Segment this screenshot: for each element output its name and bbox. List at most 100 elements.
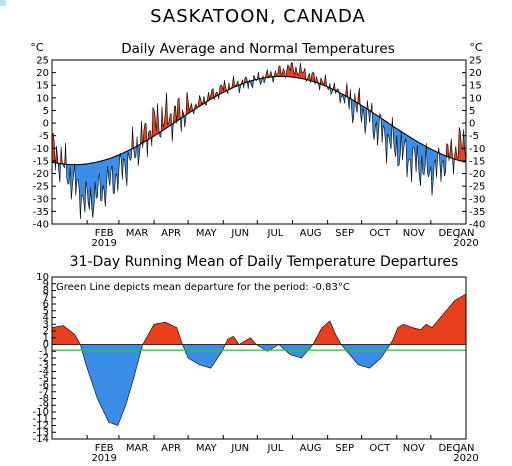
above-normal-fill-75 (320, 74, 328, 87)
top-month-label: FEB (95, 228, 114, 239)
above-normal-fill-23 (152, 103, 160, 138)
bottom-month-label: AUG (300, 443, 322, 454)
bottom-month-label: MAY (196, 443, 218, 454)
top-month-label: DEC (438, 228, 459, 239)
observed-temperature-line (51, 61, 467, 220)
below-normal-fill-58 (259, 78, 263, 85)
top-plot-frame (51, 59, 467, 225)
above-normal-fill-51 (244, 77, 248, 84)
bottom-y-tick-label: -8 (39, 394, 49, 405)
bottom-y-tick-label: -6 (39, 380, 49, 391)
running-mean-line (51, 293, 467, 426)
top-y-tick-label: -25 (33, 182, 49, 193)
positive-departure-fill-7 (239, 337, 257, 345)
top-month-label: AUG (300, 228, 322, 239)
bottom-y-tick-label: 0 (43, 340, 49, 351)
top-y-tick-label: 15 (36, 81, 49, 92)
bottom-month-label: JUL (267, 443, 284, 454)
bottom-month-label: JUN (230, 443, 249, 454)
bottom-chart-title: 31-Day Running Mean of Daily Temperature… (70, 254, 459, 270)
below-normal-fill-100 (401, 131, 427, 186)
bottom-month-label: OCT (369, 443, 391, 454)
bottom-y-tick-label: -14 (33, 434, 49, 445)
below-normal-fill-54 (250, 80, 254, 88)
below-normal-fill-98 (392, 126, 402, 166)
top-y-tick-label: 20 (36, 68, 49, 79)
figure-title: SASKATOON, CANADA (150, 6, 366, 27)
positive-departure-fill-1 (52, 325, 81, 345)
bottom-month-label: APR (161, 443, 181, 454)
bottom-y-tick-label: -1 (39, 346, 49, 357)
top-y-tick-label: -20 (33, 169, 49, 180)
bottom-y-tick-label: -9 (39, 400, 49, 411)
bottom-y-tick-label: 10 (36, 272, 49, 283)
bottom-year-end: 2020 (453, 453, 478, 464)
bottom-year-start: 2019 (91, 453, 116, 464)
top-y-unit-right: °C (469, 41, 483, 54)
bottom-y-tick-label: -3 (39, 360, 49, 371)
top-month-label: SEP (335, 228, 354, 239)
below-normal-fill-10 (74, 154, 120, 219)
below-normal-fill-12 (120, 148, 132, 186)
bottom-y-tick-label: 4 (43, 313, 49, 324)
top-y-tick-label: 25 (36, 56, 49, 67)
bottom-y-tick-label: -10 (33, 407, 49, 418)
top-y-tick-label-right: -30 (469, 194, 485, 205)
bottom-y-tick-label: -4 (39, 367, 49, 378)
bottom-y-tick-label: 2 (43, 326, 49, 337)
below-normal-fill-32 (183, 114, 186, 128)
top-y-tick-label: 5 (43, 106, 49, 117)
positive-departure-fill-9 (312, 320, 342, 345)
above-normal-fill-83 (345, 83, 348, 98)
top-month-label: MAY (196, 228, 218, 239)
top-y-unit-left: °C (30, 41, 44, 54)
top-y-tick-label-right: -15 (469, 156, 485, 167)
bottom-y-tick-label: 3 (43, 319, 49, 330)
top-y-tick-label-right: 10 (469, 93, 482, 104)
above-normal-fill-107 (449, 138, 453, 159)
top-month-label: NOV (403, 228, 425, 239)
top-month-label: JUN (230, 228, 249, 239)
top-y-tick-label-right: -20 (469, 169, 485, 180)
top-y-tick-label: 10 (36, 93, 49, 104)
bottom-y-tick-label: -13 (33, 427, 49, 438)
bottom-y-tick-label: -11 (33, 414, 49, 425)
top-y-tick-label-right: 15 (469, 81, 482, 92)
top-year-start: 2019 (91, 238, 116, 249)
bottom-y-tick-label: 5 (43, 306, 49, 317)
bottom-y-tick-label: 9 (43, 279, 49, 290)
above-normal-fill-41 (214, 92, 218, 97)
normal-temperature-line (51, 75, 467, 166)
top-month-label: OCT (369, 228, 391, 239)
bottom-month-label: JAN (456, 443, 474, 454)
corner-mark (0, 0, 6, 6)
top-y-tick-label: -35 (33, 207, 49, 218)
bottom-month-label: NOV (403, 443, 425, 454)
top-y-tick-label: -5 (39, 131, 49, 142)
above-normal-fill-61 (265, 70, 269, 78)
top-month-label: JAN (456, 228, 474, 239)
top-month-label: APR (161, 228, 181, 239)
top-y-tick-label-right: -10 (469, 144, 485, 155)
top-y-tick-label-right: -40 (469, 220, 485, 231)
bottom-y-tick-label: -12 (33, 421, 49, 432)
below-normal-fill-96 (381, 118, 392, 164)
top-y-tick-label-right: -5 (469, 131, 479, 142)
above-normal-fill-65 (274, 65, 286, 77)
negative-departure-fill-8 (256, 344, 313, 358)
bottom-y-tick-label: 7 (43, 292, 49, 303)
below-normal-fill-90 (360, 104, 367, 134)
top-chart-title: Daily Average and Normal Temperatures (121, 41, 395, 57)
top-y-tick-label-right: 25 (469, 56, 482, 67)
bottom-y-tick-label: -7 (39, 387, 49, 398)
above-normal-fill-21 (148, 130, 152, 140)
top-y-tick-label-right: 0 (469, 119, 475, 130)
below-normal-fill-94 (372, 112, 380, 146)
bottom-y-tick-label: -2 (39, 353, 49, 364)
top-y-tick-label: -30 (33, 194, 49, 205)
top-year-end: 2020 (453, 238, 478, 249)
bottom-y-tick-label: 8 (43, 286, 49, 297)
below-normal-fill-8 (66, 164, 75, 200)
